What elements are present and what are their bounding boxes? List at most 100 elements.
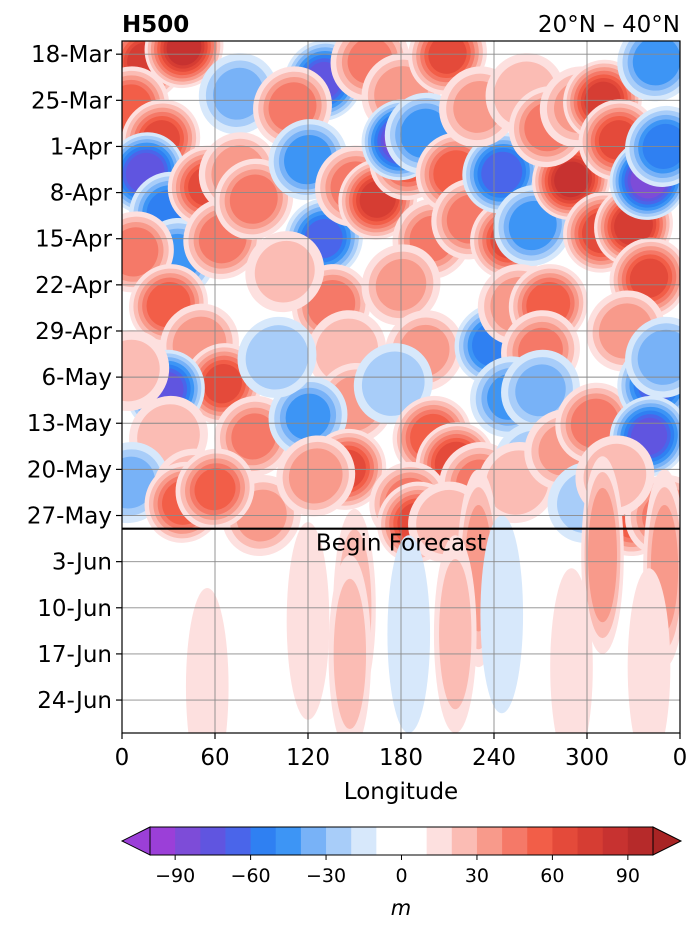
y-tick-label: 17-Jun <box>37 642 112 668</box>
anomaly-contour <box>203 364 242 404</box>
colorbar-segment <box>351 827 377 855</box>
y-tick-label: 24-Jun <box>37 688 112 714</box>
grid-lines <box>122 41 680 733</box>
colorbar-tick-label: −90 <box>155 865 195 887</box>
chart-subtitle: 20°N – 40°N <box>538 12 680 38</box>
colorbar-segment <box>275 827 302 855</box>
colorbar-segment <box>225 827 252 855</box>
anomaly-blob <box>245 231 325 313</box>
anomaly-contour <box>588 487 617 623</box>
anomaly-contour <box>122 339 160 402</box>
anomaly-contour <box>632 41 680 86</box>
x-tick-label: 120 <box>286 745 330 771</box>
colorbar-segment <box>426 827 453 855</box>
anomaly-contour <box>268 82 317 132</box>
anomaly-blob <box>433 535 477 733</box>
y-tick-label: 10-Jun <box>37 596 112 622</box>
colorbar-segment <box>150 827 176 855</box>
anomaly-contour <box>627 568 671 733</box>
anomaly-blob <box>387 535 431 733</box>
chart-title: H500 <box>122 12 189 38</box>
colorbar-segment <box>376 827 428 855</box>
y-tick-label: 27-May <box>27 504 112 530</box>
anomaly-contour <box>245 325 309 390</box>
anomaly-blob <box>480 515 524 714</box>
y-axis: 18-Mar 25-Mar 1-Apr 8-Apr 15-Apr 22-Apr 29-Apr… <box>27 42 122 714</box>
y-tick-label: 22-Apr <box>35 273 112 299</box>
colorbar-segment <box>175 827 201 855</box>
anomaly-contour <box>439 559 472 710</box>
forecast-label: Begin Forecast <box>316 531 486 557</box>
y-tick-label: 8-Apr <box>50 181 113 207</box>
y-tick-label: 3-Jun <box>52 550 112 576</box>
x-tick-label: 60 <box>200 745 229 771</box>
colorbar-tick-label: 60 <box>540 865 564 887</box>
anomaly-contour <box>231 413 277 460</box>
anomaly-blob <box>550 568 593 733</box>
x-axis-label: Longitude <box>344 779 458 805</box>
colorbar-tick-label: 30 <box>465 865 489 887</box>
anomaly-contour <box>254 240 315 303</box>
anomaly-blob <box>625 316 680 398</box>
anomaly-contour <box>554 161 589 198</box>
colorbar-segment <box>627 827 654 855</box>
colorbar-extend-high <box>652 826 683 856</box>
colorbar-segment <box>552 827 579 855</box>
y-tick-label: 15-Apr <box>35 227 112 253</box>
colorbar: −90 −60 −30 0 30 60 90 <box>120 826 683 887</box>
x-tick-label: 300 <box>565 745 609 771</box>
colorbar-segment <box>577 827 604 855</box>
colorbar-segment <box>300 827 327 855</box>
colorbar-tick-label: −60 <box>231 865 271 887</box>
colorbar-segment <box>451 827 478 855</box>
x-tick-label: 0 <box>115 745 130 771</box>
colorbar-segment <box>527 827 553 855</box>
x-axis: 0 60 120 180 240 300 0 <box>115 733 688 771</box>
anomaly-contour <box>629 258 669 298</box>
anomaly-blob <box>198 53 278 135</box>
anomaly-blob <box>627 568 671 733</box>
colorbar-segment <box>200 827 226 855</box>
anomaly-blob <box>144 41 224 89</box>
y-tick-label: 29-Apr <box>35 319 112 345</box>
anomaly-blob <box>581 456 624 654</box>
y-tick-label: 25-Mar <box>31 88 113 114</box>
colorbar-segment <box>250 827 277 855</box>
y-tick-label: 18-Mar <box>31 42 113 68</box>
anomaly-contour <box>361 351 425 416</box>
colorbar-segment <box>602 827 629 855</box>
x-tick-label: 240 <box>472 745 516 771</box>
anomaly-contour <box>480 515 524 714</box>
y-tick-label: 6-May <box>42 365 112 391</box>
x-tick-label: 180 <box>379 745 423 771</box>
colorbar-tick-label: 90 <box>616 865 640 887</box>
colorbar-segment <box>476 827 503 855</box>
anomaly-contour <box>550 568 593 733</box>
anomaly-blob <box>276 435 356 517</box>
anomaly-contour <box>508 200 557 251</box>
anomaly-blob <box>617 41 680 102</box>
colorbar-segment <box>502 827 528 855</box>
colorbar-extend-low <box>120 826 151 856</box>
anomaly-contour <box>288 448 343 504</box>
plot-area <box>122 41 680 733</box>
anomaly-blob <box>122 330 170 412</box>
y-tick-label: 13-May <box>27 411 112 437</box>
x-tick-label: 0 <box>673 745 688 771</box>
anomaly-contour <box>166 41 202 66</box>
anomaly-contour <box>637 329 680 385</box>
colorbar-label: m <box>391 896 411 920</box>
anomaly-contour <box>213 67 264 120</box>
colorbar-tick-label: 0 <box>395 865 407 887</box>
anomaly-blob <box>237 316 317 398</box>
anomaly-contour <box>229 174 278 224</box>
anomaly-blob <box>185 588 229 733</box>
anomaly-contour <box>387 535 431 733</box>
anomaly-contour <box>185 588 229 733</box>
colorbar-segment <box>326 827 352 855</box>
anomaly-contour <box>481 151 523 194</box>
y-tick-label: 20-May <box>27 457 112 483</box>
colorbar-tick-label: −30 <box>306 865 346 887</box>
y-tick-label: 1-Apr <box>50 134 113 160</box>
